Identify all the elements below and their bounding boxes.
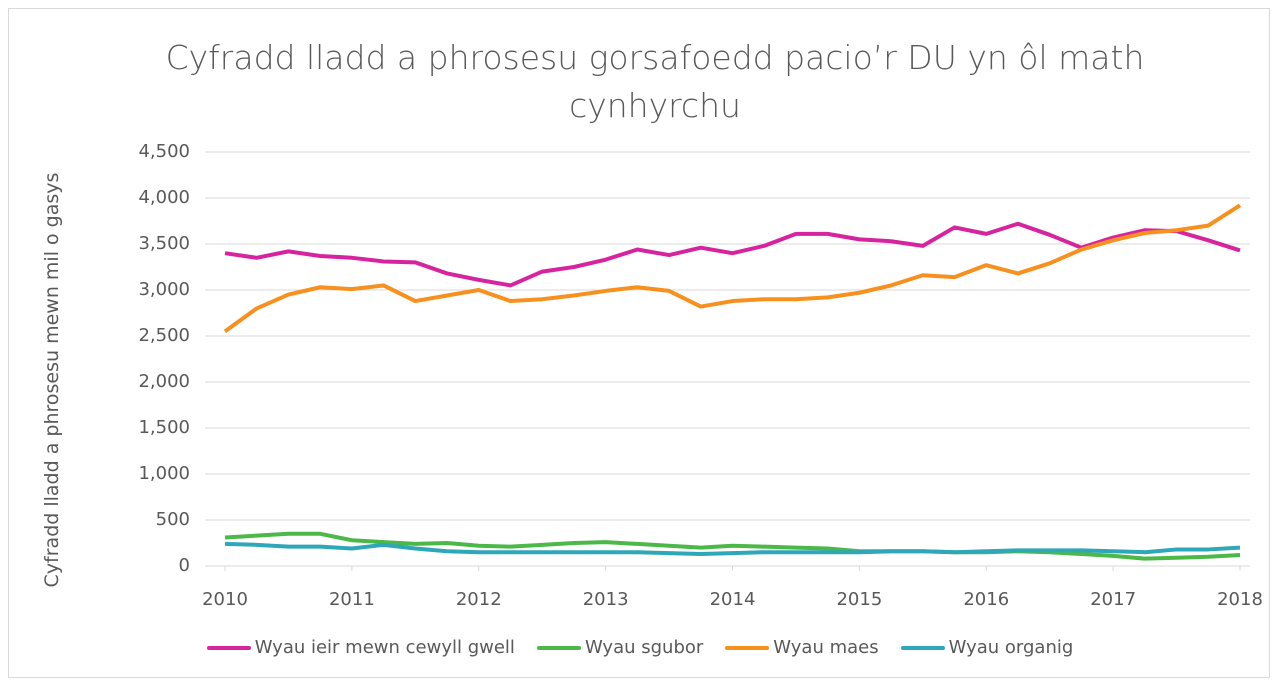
legend: Wyau ieir mewn cewyll gwell Wyau sgubor Wy… [0,637,1280,658]
y-tick-label: 2,500 [138,325,190,346]
series-line [224,531,1241,561]
legend-label: Wyau sgubor [584,637,704,658]
y-tick-label: 4,000 [138,187,190,208]
chart-frame [8,8,1270,678]
legend-item: Wyau sgubor [536,637,704,658]
x-tick-label: 2014 [710,589,756,610]
series-line [224,221,1241,288]
legend-swatch [206,645,251,650]
legend-label: Wyau organig [948,637,1074,658]
chart-title: Cyfradd lladd a phrosesu gorsafoedd paci… [165,38,1145,125]
x-tick-label: 2015 [836,589,882,610]
legend-swatch [900,645,945,650]
y-tick-label: 3,000 [138,279,190,300]
series-line [224,541,1241,557]
y-tick-label: 3,500 [138,233,190,254]
y-tick-label: 1,500 [138,417,190,438]
x-tick-label: 2018 [1217,589,1263,610]
series-line [223,203,1242,334]
y-tick-label: 4,500 [138,141,190,162]
y-tick-label: 500 [156,509,190,530]
x-tick-label: 2010 [202,589,248,610]
y-tick-label: 2,000 [138,371,190,392]
x-tick-label: 2013 [583,589,629,610]
legend-swatch [725,645,770,650]
legend-label: Wyau ieir mewn cewyll gwell [254,637,515,658]
legend-item: Wyau maes [725,637,879,658]
y-tick-label: 0 [179,555,190,576]
y-tick-label: 1,000 [138,463,190,484]
legend-label: Wyau maes [773,637,879,658]
legend-item: Wyau organig [900,637,1074,658]
x-tick-label: 2017 [1090,589,1136,610]
x-tick-label: 2012 [456,589,502,610]
legend-swatch [536,645,581,650]
x-tick-label: 2011 [329,589,375,610]
x-tick-label: 2016 [963,589,1009,610]
legend-item: Wyau ieir mewn cewyll gwell [206,637,515,658]
